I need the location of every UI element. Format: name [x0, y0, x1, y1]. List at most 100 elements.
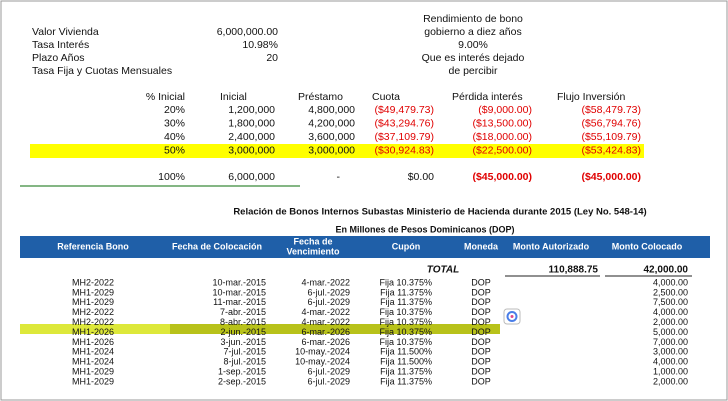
total-cell: -: [337, 171, 341, 183]
note-line: 9.00%: [458, 39, 488, 51]
cell: 4,000.00: [653, 307, 688, 317]
cell: 6-jul.-2029: [307, 297, 350, 307]
column-header: Flujo Inversión: [557, 91, 625, 103]
total-cell: 100%: [158, 171, 185, 183]
cell: 3-jun.-2015: [220, 337, 266, 347]
cell: MH1-2029: [72, 287, 114, 297]
total-placed: 42,000.00: [644, 265, 689, 276]
cell: 2,000.00: [653, 376, 688, 386]
cell: DOP: [471, 277, 491, 287]
highlight-row: [30, 144, 644, 158]
cell: Fija 10.375%: [379, 327, 432, 337]
total-cell: ($45,000.00): [472, 171, 532, 183]
summary-label: Tasa Fija y Cuotas Mensuales: [32, 65, 172, 77]
cell: DOP: [471, 307, 491, 317]
cell: DOP: [471, 347, 491, 357]
cell: 1,000.00: [653, 366, 688, 376]
cell: MH1-2029: [72, 297, 114, 307]
cell: 7,000.00: [653, 337, 688, 347]
cell: 4-mar.-2022: [301, 317, 350, 327]
cell: ($43,294.76): [374, 117, 434, 129]
summary-value: 6,000,000.00: [217, 26, 278, 38]
cell: Fija 11.375%: [380, 366, 432, 376]
cell: 4,000.00: [653, 277, 688, 287]
cell: 5,000.00: [653, 327, 688, 337]
cell: MH1-2026: [72, 327, 114, 337]
cell: Fija 10.375%: [379, 277, 432, 287]
cell: Fija 11.500%: [380, 347, 432, 357]
column-header: Referencia Bono: [57, 241, 129, 251]
cell: 4-mar.-2022: [301, 277, 350, 287]
cell: 10-mar.-2015: [212, 287, 266, 297]
column-header: Pérdida interés: [452, 91, 523, 103]
cell: MH1-2024: [72, 357, 114, 367]
cell: DOP: [471, 376, 491, 386]
note-line: Que es interés dejado: [422, 52, 525, 64]
cell: MH1-2029: [72, 376, 114, 386]
column-header: Monto Colocado: [612, 241, 683, 251]
total-cell: ($45,000.00): [581, 171, 641, 183]
column-header: Inicial: [220, 91, 247, 103]
total-label: TOTAL: [427, 265, 459, 276]
cell: Fija 11.375%: [380, 287, 432, 297]
column-header: Monto Autorizado: [513, 241, 590, 251]
cell: MH1-2024: [72, 347, 114, 357]
summary-label: Valor Vivienda: [32, 26, 99, 38]
cell: DOP: [471, 297, 491, 307]
cell: 2-jun.-2015: [220, 327, 266, 337]
cell: DOP: [471, 317, 491, 327]
cell: ($13,500.00): [472, 117, 532, 129]
cell: Fija 11.500%: [380, 357, 432, 367]
column-header: Cupón: [392, 241, 421, 251]
column-header: % Inicial: [146, 91, 185, 103]
cell: 7,500.00: [653, 297, 688, 307]
cell: 4,200,000: [308, 117, 355, 129]
cell: ($37,109.79): [374, 131, 434, 143]
cell: 4-mar.-2022: [301, 307, 350, 317]
cell: 6-jul.-2029: [307, 287, 350, 297]
cell: 20%: [164, 104, 185, 116]
cell: ($30,924.83): [374, 145, 434, 157]
cell: 1-sep.-2015: [218, 366, 266, 376]
column-header: Moneda: [464, 241, 499, 251]
cell: 50%: [164, 145, 185, 157]
cell: 2,500.00: [653, 287, 688, 297]
total-authorized: 110,888.75: [549, 265, 599, 276]
cell: 10-mar.-2015: [212, 277, 266, 287]
cell: Fija 11.375%: [380, 376, 432, 386]
cell: DOP: [471, 357, 491, 367]
cell: MH2-2022: [72, 307, 114, 317]
total-cell: $0.00: [408, 171, 434, 183]
cell: 7-jul.-2015: [223, 347, 266, 357]
cell: ($22,500.00): [472, 145, 532, 157]
cell: 6-mar.-2026: [301, 337, 350, 347]
column-header: Préstamo: [298, 91, 343, 103]
highlight-cells: [170, 324, 500, 334]
cell: ($56,794.76): [581, 117, 641, 129]
cell: MH2-2022: [72, 317, 114, 327]
cell: 8-jul.-2015: [223, 357, 266, 367]
cell: 7-abr.-2015: [220, 307, 266, 317]
table-subtitle: En Millones de Pesos Dominicanos (DOP): [335, 224, 514, 234]
cell: ($53,424.83): [581, 145, 641, 157]
cell: ($55,109.79): [581, 131, 641, 143]
cell: ($9,000.00): [478, 104, 532, 116]
cell: MH1-2026: [72, 337, 114, 347]
icon[interactable]: [503, 308, 521, 325]
cell: 6-jul.-2029: [307, 366, 350, 376]
summary-label: Plazo Años: [32, 52, 85, 64]
cell: 3,000.00: [653, 347, 688, 357]
table-title: Relación de Bonos Internos Subastas Mini…: [233, 207, 646, 218]
summary-label: Tasa Interés: [32, 39, 89, 51]
column-header: Cuota: [372, 91, 400, 103]
cell: DOP: [471, 287, 491, 297]
cell: DOP: [471, 366, 491, 376]
column-header: Vencimiento: [286, 246, 340, 256]
cell: ($58,479.73): [581, 104, 641, 116]
cell: 4,000.00: [653, 357, 688, 367]
cell: 6-mar.-2026: [301, 327, 350, 337]
cell: 10-may.-2024: [295, 357, 350, 367]
cell: Fija 10.375%: [379, 337, 432, 347]
cell: 30%: [164, 117, 185, 129]
